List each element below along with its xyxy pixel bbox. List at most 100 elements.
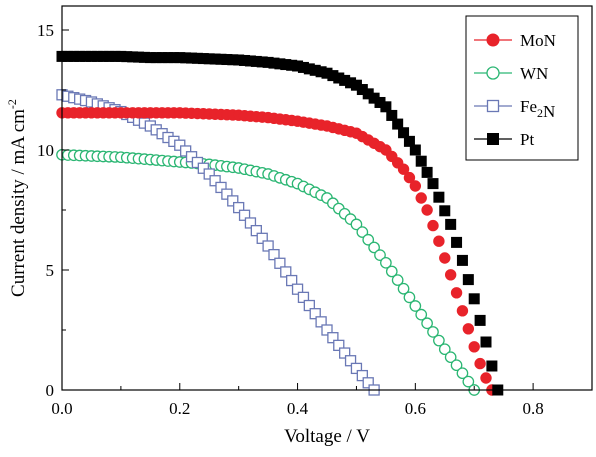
plot-frame bbox=[61, 5, 593, 391]
data-point bbox=[380, 256, 392, 269]
data-point bbox=[403, 171, 416, 184]
data-point bbox=[474, 357, 486, 370]
data-point bbox=[185, 151, 198, 163]
data-point bbox=[374, 249, 386, 261]
data-point bbox=[421, 204, 433, 216]
data-point bbox=[362, 377, 374, 389]
legend-label-part: Pt bbox=[520, 130, 534, 149]
data-point bbox=[321, 324, 333, 336]
data-point bbox=[256, 232, 268, 244]
data-point bbox=[433, 235, 445, 247]
y-tick-label: 5 bbox=[46, 261, 55, 280]
data-point bbox=[244, 217, 257, 229]
data-point bbox=[180, 145, 192, 157]
data-point bbox=[438, 343, 451, 356]
data-point bbox=[456, 254, 468, 266]
y-tick-label: 10 bbox=[37, 141, 54, 160]
data-point bbox=[174, 139, 186, 151]
data-point bbox=[468, 341, 480, 353]
legend-label: WN bbox=[520, 64, 548, 83]
data-point bbox=[327, 332, 339, 344]
data-point bbox=[238, 209, 251, 221]
x-axis-title: Voltage / V bbox=[284, 426, 370, 447]
legend: MoN WN Fe2N Pt bbox=[465, 15, 579, 161]
series-3 bbox=[56, 50, 504, 396]
x-tick-label: 0.4 bbox=[287, 399, 309, 418]
data-point bbox=[333, 339, 345, 352]
data-point bbox=[303, 299, 315, 312]
data-point bbox=[344, 355, 357, 367]
data-point bbox=[468, 293, 480, 305]
data-point bbox=[421, 317, 433, 330]
data-point bbox=[286, 274, 298, 287]
data-point bbox=[280, 266, 292, 278]
data-point bbox=[398, 127, 410, 139]
x-tick-label: 0.2 bbox=[169, 399, 190, 418]
data-point bbox=[191, 156, 204, 169]
data-point bbox=[221, 188, 233, 200]
data-point bbox=[250, 224, 262, 237]
y-axis-title: Current density / mA cm-2 bbox=[5, 99, 29, 297]
data-point bbox=[444, 269, 457, 281]
data-point bbox=[392, 118, 404, 130]
data-point bbox=[427, 326, 439, 338]
data-point bbox=[415, 192, 427, 204]
data-point bbox=[450, 359, 463, 372]
x-tick-label: 0.0 bbox=[51, 399, 72, 418]
legend-marker bbox=[486, 99, 500, 113]
data-point bbox=[445, 218, 457, 230]
data-point bbox=[197, 162, 209, 174]
data-point bbox=[268, 248, 280, 261]
data-point bbox=[462, 375, 475, 388]
data-point bbox=[486, 360, 498, 372]
y-axis: 0 5 10 15 bbox=[37, 21, 69, 400]
legend-label: MoN bbox=[520, 31, 556, 50]
data-point bbox=[403, 291, 416, 304]
data-point bbox=[209, 175, 221, 187]
data-point bbox=[350, 218, 363, 231]
data-point bbox=[315, 316, 327, 328]
data-point bbox=[480, 372, 492, 384]
data-point bbox=[409, 144, 421, 156]
series-layer bbox=[56, 50, 504, 396]
data-point bbox=[456, 305, 469, 317]
data-point bbox=[291, 283, 304, 295]
data-point bbox=[450, 287, 463, 299]
data-point bbox=[297, 291, 310, 304]
y-tick-label: 15 bbox=[37, 21, 54, 40]
legend-label-subscript: 2 bbox=[537, 106, 543, 120]
x-tick-label: 0.6 bbox=[405, 399, 426, 418]
data-point bbox=[433, 334, 445, 347]
y-axis-title-superscript: -2 bbox=[5, 99, 19, 109]
data-point bbox=[203, 168, 215, 180]
y-tick-label: 0 bbox=[46, 381, 55, 400]
data-point bbox=[474, 314, 486, 326]
data-point bbox=[480, 336, 492, 348]
data-point bbox=[439, 205, 451, 217]
data-point bbox=[380, 101, 392, 113]
legend-label: Fe2N bbox=[520, 97, 555, 121]
data-point bbox=[274, 257, 286, 269]
legend-label-part: Fe bbox=[520, 97, 537, 116]
data-point bbox=[339, 347, 351, 359]
data-point bbox=[397, 163, 410, 175]
data-point bbox=[350, 362, 363, 375]
data-point bbox=[415, 308, 428, 321]
legend-marker bbox=[487, 133, 499, 145]
data-point bbox=[421, 166, 433, 178]
data-point bbox=[233, 201, 245, 214]
legend-label-part: N bbox=[543, 102, 555, 121]
data-point bbox=[444, 351, 457, 364]
y-axis-title-main: Current density / mA cm bbox=[8, 109, 29, 297]
data-point bbox=[433, 191, 445, 203]
data-point bbox=[427, 178, 439, 190]
data-point bbox=[462, 274, 474, 286]
data-point bbox=[356, 369, 368, 382]
data-point bbox=[386, 109, 398, 121]
legend-marker bbox=[486, 33, 500, 47]
data-point bbox=[403, 135, 415, 147]
x-tick-label: 0.8 bbox=[522, 399, 543, 418]
data-point bbox=[309, 308, 321, 320]
data-point bbox=[409, 300, 422, 312]
data-point bbox=[262, 240, 274, 252]
